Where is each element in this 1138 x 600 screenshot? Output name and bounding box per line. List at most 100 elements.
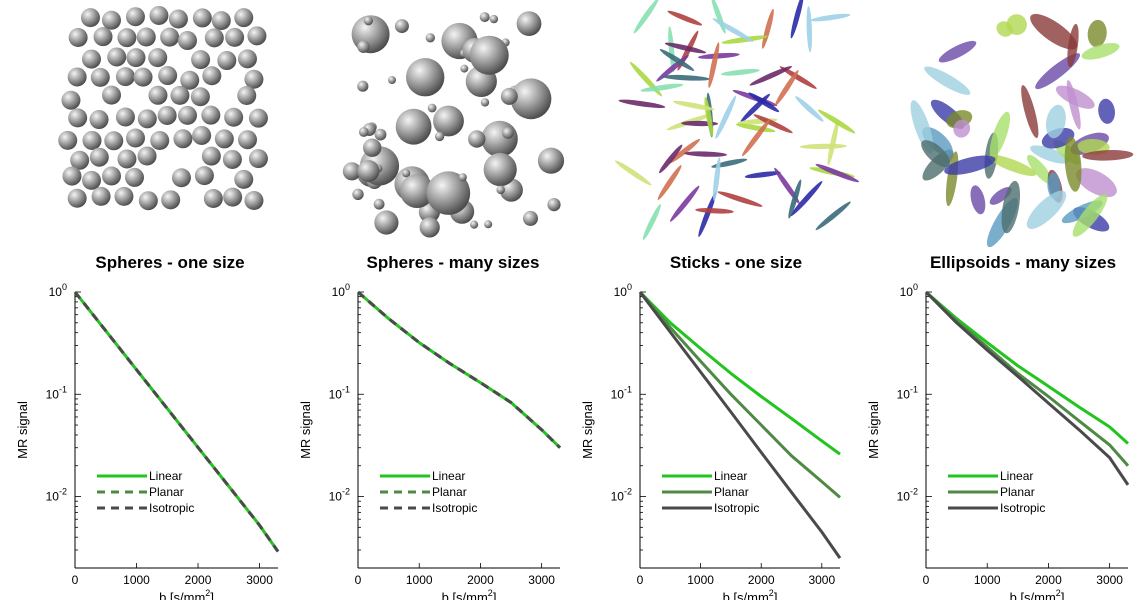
sphere: [171, 168, 191, 188]
sphere: [237, 49, 257, 69]
ellipsoid: [970, 185, 986, 215]
ellipsoid: [1021, 85, 1039, 139]
legend-label-isotropic: Isotropic: [149, 501, 194, 515]
legend-label-linear: Linear: [714, 469, 747, 483]
ellipsoid: [1030, 13, 1078, 50]
x-tick-label: 1000: [974, 573, 1001, 587]
sphere: [394, 19, 409, 34]
sphere: [395, 108, 432, 145]
legend-label-planar: Planar: [432, 485, 467, 499]
legend-label-isotropic: Isotropic: [1000, 501, 1045, 515]
x-tick-label: 1000: [687, 573, 714, 587]
sphere: [93, 27, 113, 47]
spheres-many-sizes-icon: [342, 11, 565, 238]
sphere: [481, 120, 518, 158]
stick: [817, 109, 856, 134]
sphere: [62, 166, 82, 186]
legend-label-planar: Planar: [714, 485, 749, 499]
y-tick-label: 100: [900, 282, 918, 299]
y-axis-label: MR signal: [298, 401, 313, 459]
stick: [779, 66, 817, 89]
sphere: [173, 129, 193, 149]
sphere: [358, 127, 369, 137]
sphere: [137, 146, 157, 166]
spheres-one-size-icon: [58, 5, 268, 211]
y-tick-label: 10-2: [897, 487, 918, 504]
stick: [774, 167, 800, 204]
sphere: [244, 191, 264, 211]
stick: [668, 138, 701, 164]
stick: [667, 10, 703, 26]
ellipsoid: [1082, 150, 1134, 161]
series-line-planar: [924, 290, 1130, 467]
ellipsoid: [1067, 23, 1079, 68]
stick: [695, 208, 734, 214]
sphere: [157, 105, 177, 125]
sphere: [357, 160, 380, 182]
x-tick-label: 0: [355, 573, 362, 587]
stick: [664, 42, 707, 54]
stick: [827, 119, 839, 166]
ellipsoid: [988, 154, 1037, 176]
stick: [614, 160, 652, 186]
sphere: [516, 11, 542, 36]
stick: [668, 26, 675, 73]
stick: [774, 69, 799, 106]
sphere: [148, 85, 168, 105]
sphere: [468, 130, 486, 148]
series-line-isotropic: [357, 290, 562, 449]
stick: [735, 123, 776, 133]
y-axis-label: MR signal: [15, 401, 30, 459]
sphere: [158, 66, 178, 86]
stick: [799, 143, 847, 150]
sphere: [217, 51, 237, 71]
sphere: [460, 64, 469, 73]
sphere: [400, 174, 434, 208]
y-tick-label: 10-1: [611, 384, 632, 401]
x-tick-label: 3000: [808, 573, 835, 587]
sphere: [117, 28, 137, 48]
stick: [618, 99, 666, 108]
sphere: [148, 48, 168, 68]
sphere: [502, 127, 514, 139]
stick: [790, 181, 823, 217]
stick: [712, 18, 754, 42]
sphere: [115, 67, 135, 87]
sphere: [248, 108, 268, 128]
sphere: [170, 85, 190, 105]
sphere: [201, 105, 221, 125]
sphere: [479, 12, 490, 23]
ellipsoid: [1072, 194, 1108, 237]
sphere: [68, 108, 88, 128]
stick: [717, 191, 763, 207]
ellipsoid: [1066, 80, 1081, 130]
sphere: [58, 130, 78, 150]
sphere: [201, 146, 221, 166]
stick: [815, 163, 860, 183]
x-tick-label: 2000: [1035, 573, 1062, 587]
stick: [761, 8, 774, 49]
stick: [749, 66, 793, 86]
sphere: [90, 67, 110, 87]
ellipsoid: [924, 66, 971, 95]
ellipsoids-many-sizes-icon: [910, 13, 1134, 248]
legend-label-planar: Planar: [149, 485, 184, 499]
sphere: [136, 27, 156, 47]
stick: [715, 95, 737, 139]
sphere: [126, 48, 146, 68]
sphere: [374, 128, 387, 141]
y-tick-label: 10-2: [611, 487, 632, 504]
sphere: [500, 87, 518, 105]
stick: [720, 69, 760, 76]
sphere: [180, 70, 200, 90]
x-tick-label: 2000: [467, 573, 494, 587]
sphere: [247, 26, 267, 46]
sphere: [70, 150, 90, 170]
sphere: [160, 27, 180, 47]
panel-title-sticks-one-size: Sticks - one size: [670, 253, 802, 272]
legend-label-isotropic: Isotropic: [432, 501, 477, 515]
ellipsoid: [938, 40, 977, 63]
sphere: [89, 110, 109, 130]
stick: [721, 35, 768, 44]
y-tick-label: 10-1: [897, 384, 918, 401]
